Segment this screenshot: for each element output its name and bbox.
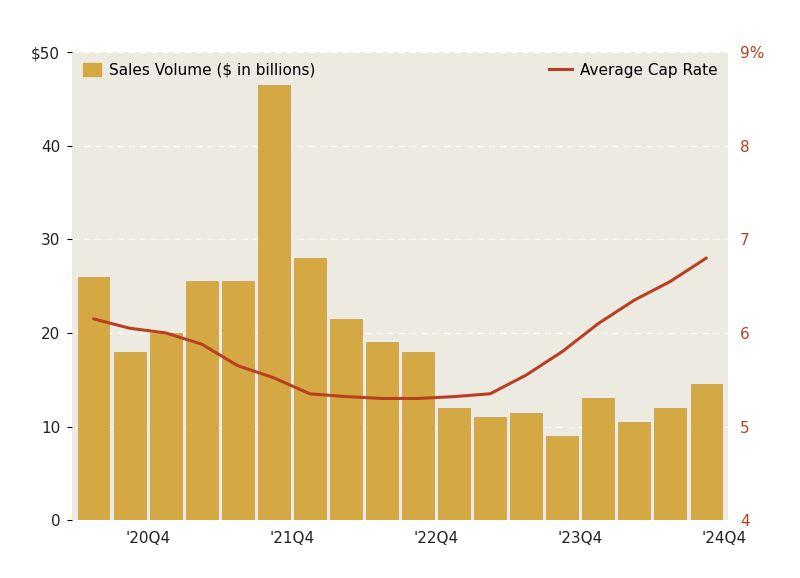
Bar [546, 436, 578, 520]
Bar [294, 258, 326, 520]
Bar [438, 408, 470, 520]
Bar [474, 417, 506, 520]
Bar [186, 281, 218, 520]
Bar [150, 333, 182, 520]
Bar [114, 351, 146, 520]
Bar [582, 398, 614, 520]
Bar [618, 422, 650, 520]
Bar [330, 319, 362, 520]
Bar [690, 384, 722, 520]
Bar [366, 342, 398, 520]
Bar [402, 351, 434, 520]
Bar [510, 413, 542, 520]
Bar [78, 277, 110, 520]
Bar [222, 281, 254, 520]
Legend: Average Cap Rate: Average Cap Rate [546, 60, 720, 81]
Bar [654, 408, 686, 520]
Bar [258, 85, 290, 520]
